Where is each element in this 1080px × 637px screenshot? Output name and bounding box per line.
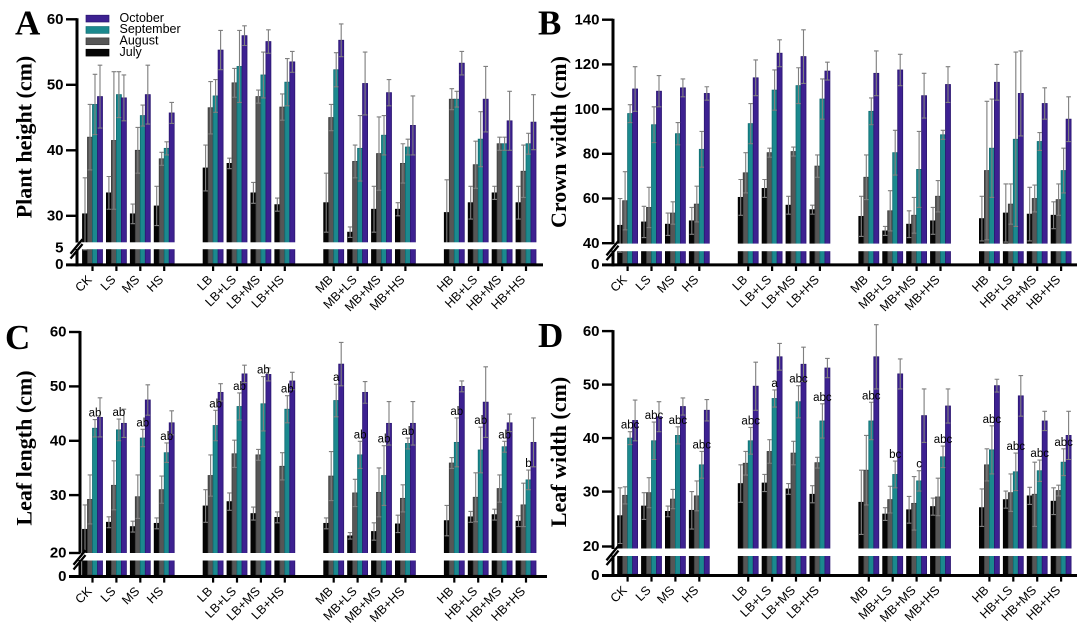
svg-text:ab: ab bbox=[474, 415, 487, 427]
svg-text:bc: bc bbox=[889, 449, 901, 461]
svg-text:c: c bbox=[916, 459, 922, 471]
svg-text:A: A bbox=[15, 4, 41, 43]
svg-text:50: 50 bbox=[50, 378, 67, 395]
svg-text:60: 60 bbox=[583, 323, 600, 340]
svg-text:October: October bbox=[120, 11, 164, 25]
svg-text:a: a bbox=[771, 378, 778, 390]
svg-text:August: August bbox=[120, 34, 159, 48]
svg-text:abc: abc bbox=[741, 415, 760, 427]
svg-text:50: 50 bbox=[47, 77, 64, 94]
svg-text:abc: abc bbox=[1030, 448, 1049, 460]
svg-text:Plant height (cm): Plant height (cm) bbox=[12, 56, 37, 219]
svg-text:30: 30 bbox=[47, 208, 64, 225]
svg-text:50: 50 bbox=[583, 376, 600, 393]
svg-text:ab: ab bbox=[257, 365, 270, 377]
svg-text:abc: abc bbox=[693, 439, 712, 451]
svg-text:ab: ab bbox=[450, 406, 463, 418]
svg-text:ab: ab bbox=[209, 398, 222, 410]
svg-text:July: July bbox=[120, 45, 143, 59]
svg-text:30: 30 bbox=[583, 483, 600, 500]
svg-text:ab: ab bbox=[281, 384, 294, 396]
svg-text:abc: abc bbox=[934, 434, 953, 446]
svg-text:100: 100 bbox=[574, 101, 599, 118]
svg-text:40: 40 bbox=[47, 142, 64, 159]
svg-text:80: 80 bbox=[583, 146, 600, 163]
svg-text:abc: abc bbox=[983, 414, 1002, 426]
svg-text:C: C bbox=[5, 318, 30, 357]
svg-text:September: September bbox=[120, 22, 181, 36]
svg-text:ab: ab bbox=[160, 431, 173, 443]
svg-text:abc: abc bbox=[789, 374, 808, 386]
svg-text:20: 20 bbox=[50, 545, 67, 562]
svg-text:ab: ab bbox=[354, 429, 367, 441]
svg-text:0: 0 bbox=[55, 256, 63, 273]
svg-text:ab: ab bbox=[136, 417, 149, 429]
svg-text:ab: ab bbox=[402, 426, 415, 438]
svg-text:0: 0 bbox=[591, 256, 599, 273]
svg-text:abc: abc bbox=[813, 392, 832, 404]
svg-text:Leaf width (cm): Leaf width (cm) bbox=[546, 377, 571, 527]
svg-text:B: B bbox=[538, 4, 561, 43]
svg-text:0: 0 bbox=[591, 567, 599, 584]
svg-text:a: a bbox=[333, 372, 340, 384]
svg-text:140: 140 bbox=[574, 11, 599, 28]
svg-text:ab: ab bbox=[498, 429, 511, 441]
svg-text:ab: ab bbox=[233, 381, 246, 393]
svg-text:120: 120 bbox=[574, 56, 599, 73]
svg-text:0: 0 bbox=[58, 568, 66, 585]
svg-text:abc: abc bbox=[862, 390, 881, 402]
svg-text:40: 40 bbox=[583, 430, 600, 447]
svg-text:ab: ab bbox=[378, 434, 391, 446]
svg-text:30: 30 bbox=[50, 487, 67, 504]
svg-text:ab: ab bbox=[89, 408, 102, 420]
svg-text:40: 40 bbox=[583, 235, 600, 252]
svg-text:5: 5 bbox=[55, 240, 63, 257]
svg-text:D: D bbox=[538, 316, 563, 355]
svg-text:60: 60 bbox=[47, 11, 64, 28]
svg-text:abc: abc bbox=[1054, 437, 1073, 449]
svg-text:Leaf length (cm): Leaf length (cm) bbox=[12, 370, 37, 525]
svg-text:60: 60 bbox=[50, 324, 67, 341]
svg-text:abc: abc bbox=[645, 410, 664, 422]
svg-text:ab: ab bbox=[113, 407, 126, 419]
svg-text:60: 60 bbox=[583, 190, 600, 207]
svg-text:40: 40 bbox=[50, 433, 67, 450]
svg-text:Crown width (cm): Crown width (cm) bbox=[546, 56, 571, 228]
svg-text:abc: abc bbox=[621, 420, 640, 432]
svg-text:abc: abc bbox=[1007, 441, 1026, 453]
svg-text:20: 20 bbox=[583, 538, 600, 555]
svg-text:b: b bbox=[525, 458, 531, 470]
svg-text:abc: abc bbox=[669, 415, 688, 427]
